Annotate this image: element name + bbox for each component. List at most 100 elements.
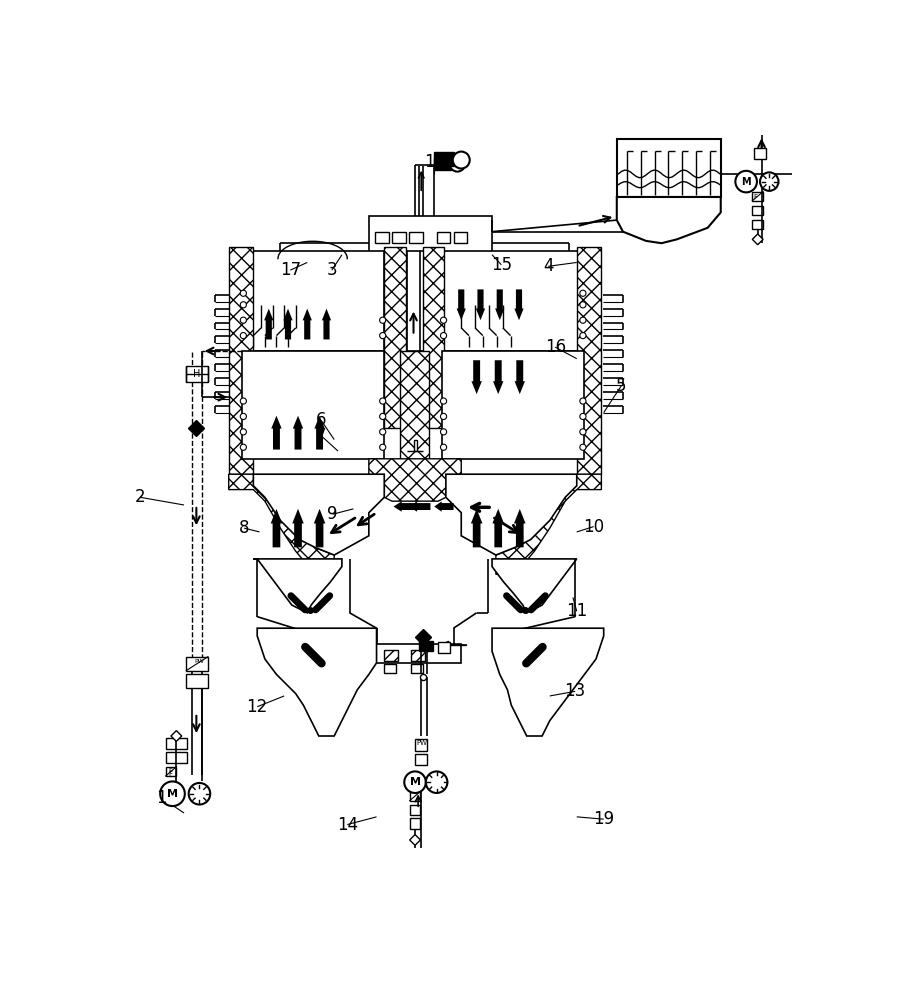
Text: F: F [168, 768, 172, 774]
Polygon shape [476, 289, 485, 320]
Polygon shape [515, 360, 525, 394]
Text: 18: 18 [424, 153, 445, 171]
Text: 16: 16 [544, 338, 566, 356]
Polygon shape [446, 474, 577, 555]
Polygon shape [514, 509, 526, 547]
Bar [577, 247, 601, 474]
Bar [411, 664, 423, 673]
Polygon shape [752, 234, 763, 245]
Circle shape [240, 444, 247, 450]
Circle shape [420, 674, 427, 681]
Text: 9: 9 [328, 505, 338, 523]
Bar [435, 152, 454, 166]
Bar [186, 657, 208, 671]
Polygon shape [254, 559, 342, 613]
Circle shape [240, 290, 247, 296]
Circle shape [580, 398, 586, 404]
Polygon shape [171, 731, 182, 741]
Polygon shape [515, 289, 524, 320]
Circle shape [440, 317, 446, 323]
Circle shape [240, 333, 247, 339]
Text: 12: 12 [247, 698, 268, 716]
Bar [413, 440, 417, 451]
Bar [752, 192, 763, 201]
Polygon shape [314, 509, 325, 547]
Text: 17: 17 [280, 261, 301, 279]
Text: 14: 14 [337, 816, 358, 834]
Circle shape [453, 152, 470, 169]
Bar [401, 251, 426, 351]
Text: F: F [168, 771, 172, 777]
Bar [242, 351, 384, 459]
Circle shape [580, 317, 586, 323]
Text: 6: 6 [316, 411, 327, 429]
Bar [400, 351, 429, 459]
Polygon shape [393, 501, 415, 512]
Polygon shape [257, 628, 376, 736]
Text: PW: PW [194, 659, 203, 664]
Polygon shape [292, 509, 304, 547]
Polygon shape [493, 360, 503, 394]
Text: PW: PW [417, 740, 428, 746]
Bar [373, 644, 461, 663]
Bar [186, 366, 208, 382]
Bar [616, 139, 721, 197]
Text: 13: 13 [564, 682, 586, 700]
Bar [229, 247, 254, 474]
Text: 1: 1 [156, 789, 166, 807]
Circle shape [380, 429, 386, 435]
Circle shape [380, 444, 386, 450]
Circle shape [240, 398, 247, 404]
Bar [436, 232, 451, 243]
Circle shape [580, 302, 586, 308]
Text: F: F [754, 194, 758, 200]
Polygon shape [409, 501, 430, 512]
Bar [384, 664, 396, 673]
Polygon shape [302, 309, 312, 339]
Polygon shape [495, 289, 504, 320]
Circle shape [189, 783, 211, 805]
Polygon shape [456, 289, 466, 320]
Bar [415, 754, 428, 765]
Polygon shape [292, 416, 303, 450]
Text: 8: 8 [238, 519, 249, 537]
Circle shape [440, 429, 446, 435]
Text: M: M [742, 177, 751, 187]
Text: 2: 2 [135, 488, 146, 506]
Circle shape [580, 413, 586, 420]
Text: M: M [167, 789, 178, 799]
Circle shape [160, 781, 184, 806]
Circle shape [440, 413, 446, 420]
Circle shape [580, 333, 586, 339]
Bar [442, 251, 584, 351]
Bar [411, 650, 425, 661]
Polygon shape [616, 197, 721, 243]
Bar [752, 220, 763, 229]
Polygon shape [284, 309, 292, 339]
Bar [166, 752, 187, 763]
Bar [423, 247, 445, 428]
Bar [410, 791, 420, 801]
Polygon shape [435, 501, 454, 512]
Text: 3: 3 [327, 261, 338, 279]
Polygon shape [369, 459, 461, 501]
Text: 10: 10 [583, 518, 604, 536]
Text: H: H [193, 369, 200, 379]
Circle shape [580, 444, 586, 450]
Bar [754, 148, 766, 158]
Bar [384, 247, 406, 428]
Polygon shape [492, 559, 577, 613]
Polygon shape [492, 628, 604, 736]
Bar [409, 232, 423, 243]
Circle shape [404, 771, 426, 793]
Text: M: M [410, 777, 420, 787]
Polygon shape [254, 474, 384, 555]
Polygon shape [229, 474, 334, 574]
Circle shape [380, 398, 386, 404]
Bar [410, 805, 420, 815]
Circle shape [735, 171, 757, 192]
Bar [384, 650, 398, 661]
Polygon shape [472, 360, 482, 394]
Text: 5: 5 [616, 377, 626, 395]
Bar [752, 206, 763, 215]
